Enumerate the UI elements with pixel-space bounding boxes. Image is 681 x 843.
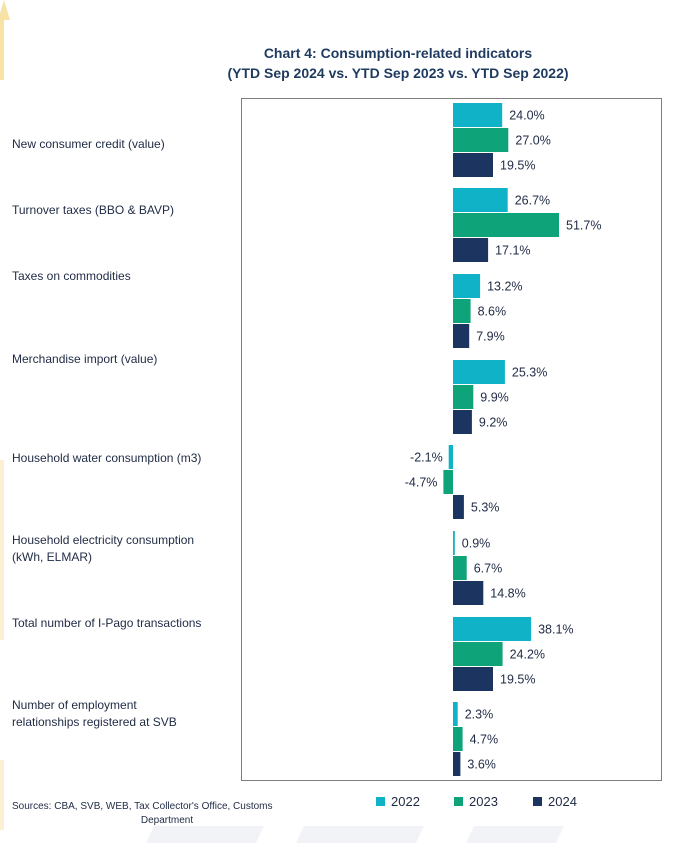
- data-label-household-water-consumption-m3-2022: -2.1%: [410, 451, 443, 465]
- bar-household-water-consumption-m3-2023: [443, 470, 453, 494]
- bar-turnover-taxes-bbo-bavp-2022: [453, 188, 508, 212]
- legend-item-2022: 2022: [376, 794, 420, 809]
- data-label-household-electricity-consumption-kwh-elmar-2024: 14.8%: [490, 587, 525, 601]
- category-label-merchandise-import: Merchandise import (value): [12, 352, 158, 366]
- data-label-number-of-employment-relationships-registered-at-svb-2024: 3.6%: [467, 758, 496, 772]
- legend-label-2024: 2024: [548, 794, 577, 809]
- data-label-total-number-of-i-pago-transactions-2024: 19.5%: [500, 673, 535, 687]
- category-label-new-consumer-credit: New consumer credit (value): [12, 137, 165, 151]
- data-label-merchandise-import-value-2023: 9.9%: [480, 391, 509, 405]
- data-label-number-of-employment-relationships-registered-at-svb-2022: 2.3%: [465, 708, 494, 722]
- bar-new-consumer-credit-value-2024: [453, 153, 493, 177]
- data-label-taxes-on-commodities-2024: 7.9%: [476, 330, 505, 344]
- data-label-household-water-consumption-m3-2024: 5.3%: [471, 501, 500, 515]
- chart-title: Chart 4: Consumption-related indicators: [263, 45, 533, 61]
- bar-number-of-employment-relationships-registered-at-svb-2024: [453, 752, 461, 776]
- data-label-household-electricity-consumption-kwh-elmar-2022: 0.9%: [462, 537, 491, 551]
- data-label-taxes-on-commodities-2022: 13.2%: [487, 280, 522, 294]
- category-label-taxes-on-commodities: Taxes on commodities: [12, 269, 131, 283]
- data-label-new-consumer-credit-value-2022: 24.0%: [509, 109, 544, 123]
- bar-household-electricity-consumption-kwh-elmar-2022: [453, 531, 455, 555]
- category-label-employment-line1: Number of employment: [12, 698, 137, 712]
- data-label-household-electricity-consumption-kwh-elmar-2023: 6.7%: [474, 562, 503, 576]
- legend-swatch-2024: [533, 797, 542, 806]
- category-label-employment-line2: relationships registered at SVB: [12, 715, 177, 729]
- legend-item-2024: 2024: [533, 794, 577, 809]
- category-label-household-water: Household water consumption (m3): [12, 451, 202, 465]
- bar-household-electricity-consumption-kwh-elmar-2023: [453, 556, 467, 580]
- bar-merchandise-import-value-2023: [453, 385, 474, 409]
- bar-household-water-consumption-m3-2024: [453, 495, 464, 519]
- chart-subtitle: (YTD Sep 2024 vs. YTD Sep 2023 vs. YTD S…: [227, 65, 569, 81]
- bar-merchandise-import-value-2022: [453, 360, 505, 384]
- data-label-new-consumer-credit-value-2024: 19.5%: [500, 159, 535, 173]
- legend-label-2023: 2023: [469, 794, 498, 809]
- bar-total-number-of-i-pago-transactions-2023: [453, 642, 503, 666]
- left-decoration-bar-bottom: [0, 760, 4, 830]
- data-label-merchandise-import-value-2024: 9.2%: [479, 416, 508, 430]
- plot-area-frame: [241, 98, 662, 781]
- bar-number-of-employment-relationships-registered-at-svb-2023: [453, 727, 463, 751]
- left-decoration-bar: [0, 20, 4, 80]
- bar-new-consumer-credit-value-2023: [453, 128, 509, 152]
- bar-turnover-taxes-bbo-bavp-2023: [453, 213, 559, 237]
- data-label-total-number-of-i-pago-transactions-2023: 24.2%: [510, 648, 545, 662]
- data-label-household-water-consumption-m3-2023: -4.7%: [405, 476, 438, 490]
- data-label-turnover-taxes-bbo-bavp-2024: 17.1%: [495, 244, 530, 258]
- legend-item-2023: 2023: [454, 794, 498, 809]
- bar-total-number-of-i-pago-transactions-2022: [453, 617, 532, 641]
- data-label-turnover-taxes-bbo-bavp-2022: 26.7%: [515, 194, 550, 208]
- category-label-turnover-taxes: Turnover taxes (BBO & BAVP): [12, 203, 175, 217]
- bar-turnover-taxes-bbo-bavp-2024: [453, 238, 489, 262]
- data-label-number-of-employment-relationships-registered-at-svb-2023: 4.7%: [470, 733, 499, 747]
- data-label-total-number-of-i-pago-transactions-2022: 38.1%: [538, 623, 573, 637]
- bar-merchandise-import-value-2024: [453, 410, 472, 434]
- data-label-taxes-on-commodities-2023: 8.6%: [478, 305, 507, 319]
- category-label-household-electricity-line2: (kWh, ELMAR): [12, 550, 93, 564]
- data-label-new-consumer-credit-value-2023: 27.0%: [515, 134, 550, 148]
- sources-line-2: Department: [140, 815, 194, 826]
- bar-household-electricity-consumption-kwh-elmar-2024: [453, 581, 484, 605]
- legend-label-2022: 2022: [391, 794, 420, 809]
- bar-total-number-of-i-pago-transactions-2024: [453, 667, 493, 691]
- sources-line-1: Sources: CBA, SVB, WEB, Tax Collector's …: [12, 801, 273, 812]
- sources-note: Sources: CBA, SVB, WEB, Tax Collector's …: [12, 800, 312, 828]
- left-decoration-arrow: [0, 0, 10, 20]
- bar-taxes-on-commodities-2023: [453, 299, 471, 323]
- bar-taxes-on-commodities-2022: [453, 274, 481, 298]
- bar-taxes-on-commodities-2024: [453, 324, 470, 348]
- legend-swatch-2022: [376, 797, 385, 806]
- category-label-household-electricity-line1: Household electricity consumption: [12, 533, 195, 547]
- bar-household-water-consumption-m3-2022: [448, 445, 453, 469]
- legend-swatch-2023: [454, 797, 463, 806]
- data-label-merchandise-import-value-2022: 25.3%: [512, 366, 547, 380]
- bar-new-consumer-credit-value-2022: [453, 103, 503, 127]
- category-label-i-pago: Total number of I-Pago transactions: [12, 616, 202, 630]
- left-decoration-bar-lower: [0, 460, 4, 640]
- data-label-turnover-taxes-bbo-bavp-2023: 51.7%: [566, 219, 601, 233]
- bar-number-of-employment-relationships-registered-at-svb-2022: [453, 702, 458, 726]
